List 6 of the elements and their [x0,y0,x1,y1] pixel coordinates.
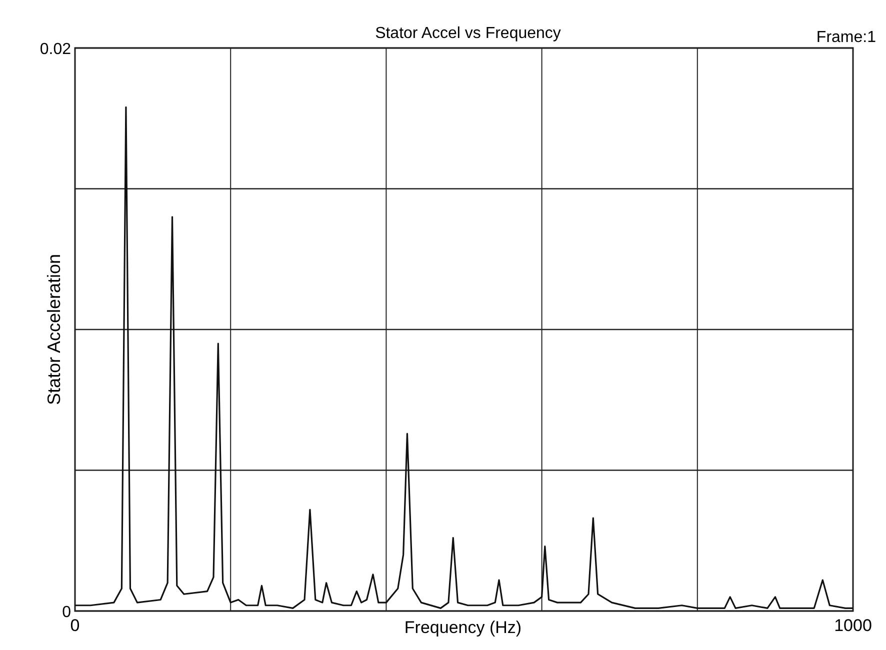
text: Frame:1 [816,29,876,46]
x-axis-title: Frequency (Hz) [404,618,522,637]
y-axis-title: Stator Acceleration [44,254,64,406]
chart-title: Stator Accel vs Frequency [375,25,561,42]
y-tick-label: 0.02 [40,41,72,58]
x-tick-label: 1000 [834,616,872,635]
